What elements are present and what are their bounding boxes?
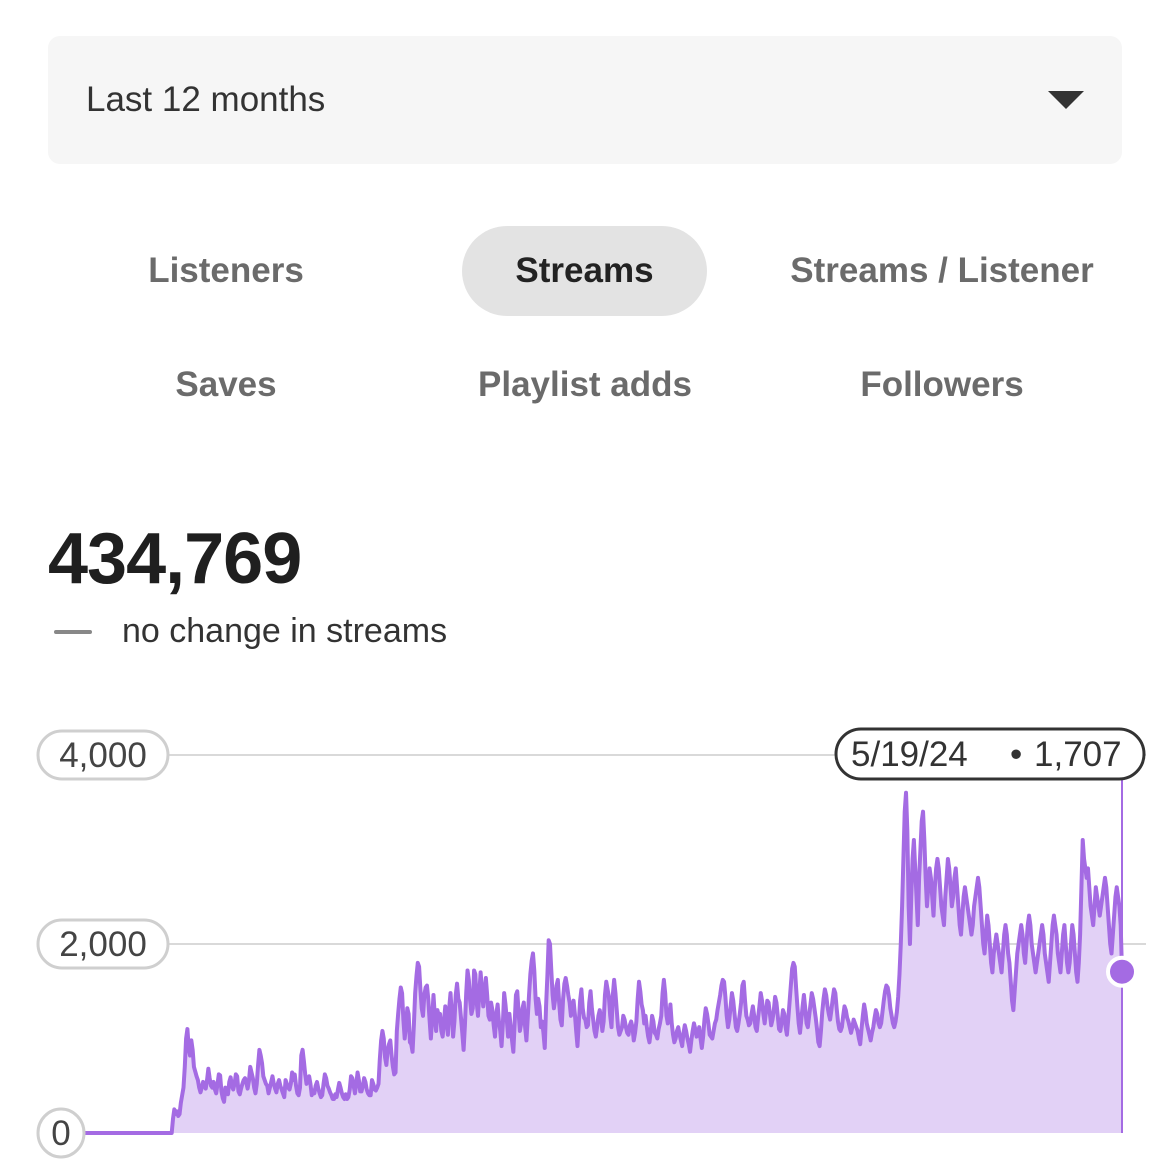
tab-followers[interactable]: Followers <box>860 365 1024 404</box>
date-range-select[interactable]: Last 12 months <box>48 36 1122 164</box>
no-change-dash-icon <box>54 629 92 634</box>
date-range-label: Last 12 months <box>86 80 326 119</box>
y-tick-label-0: 0 <box>51 1114 70 1153</box>
tab-listeners[interactable]: Listeners <box>148 251 304 290</box>
tab-streams[interactable]: Streams <box>462 226 707 316</box>
y-tick-pill-0 <box>36 1107 86 1159</box>
tooltip-date: 5/19/24 <box>851 735 968 774</box>
tab-playlist-adds[interactable]: Playlist adds <box>478 365 692 404</box>
streams-line <box>83 790 1124 1135</box>
tab-streams-per-listener[interactable]: Streams / Listener <box>790 251 1094 290</box>
tooltip-value: 1,707 <box>1034 735 1122 774</box>
y-tick-label-1: 2,000 <box>59 925 147 964</box>
tooltip-separator: • <box>1010 735 1022 774</box>
tooltip-pill <box>834 727 1146 781</box>
y-tick-label-2: 4,000 <box>59 736 147 775</box>
change-indicator: no change in streams <box>54 612 447 651</box>
caret-down-icon <box>1048 91 1084 109</box>
highlight-marker <box>1106 955 1138 988</box>
change-text: no change in streams <box>122 612 448 650</box>
tab-saves[interactable]: Saves <box>175 365 277 404</box>
streams-area <box>84 792 1122 1133</box>
streams-total: 434,769 <box>48 519 302 599</box>
y-tick-pill-1 <box>36 918 170 970</box>
y-tick-pill-2 <box>36 729 170 781</box>
